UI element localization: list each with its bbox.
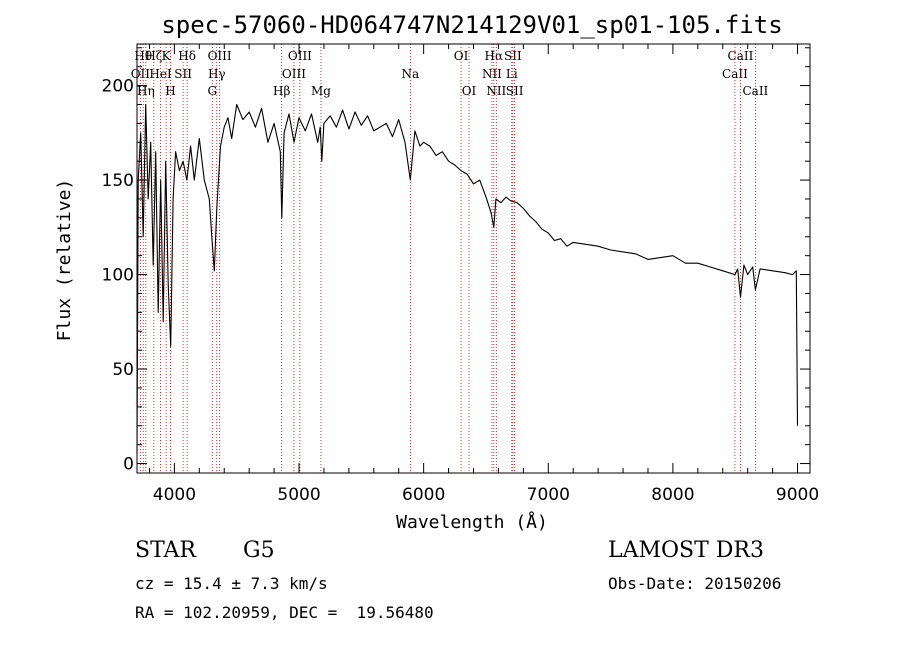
line-marker-label-6: H <box>165 84 175 98</box>
x-tick-label-5000: 5000 <box>277 485 320 505</box>
y-axis-title: Flux (relative) <box>54 179 75 342</box>
line-marker-label-26: CaII <box>728 49 754 63</box>
line-marker-label-12: Hβ <box>273 84 290 98</box>
line-marker-label-19: NII <box>482 67 502 81</box>
y-tick-label-200: 200 <box>102 77 134 97</box>
object-subclass-label: G5 <box>243 538 275 563</box>
line-marker-label-0: OII <box>131 67 151 81</box>
line-marker-label-5: K <box>162 49 172 63</box>
spectrum-series-line <box>136 103 799 455</box>
line-marker-label-18: OI <box>462 84 477 98</box>
line-marker-label-25: CaII <box>722 67 748 81</box>
line-marker-label-17: OI <box>454 49 469 63</box>
line-marker-label-13: OIII <box>282 67 306 81</box>
line-marker-label-8: Hδ <box>178 49 196 63</box>
survey-label: LAMOST DR3 <box>608 538 764 563</box>
line-marker-label-2: Hη <box>137 84 155 98</box>
object-class-label: STAR <box>135 538 196 563</box>
x-axis-title: Wavelength (Å) <box>396 511 548 533</box>
line-marker-label-4: HeI <box>149 67 172 81</box>
x-tick-label-4000: 4000 <box>153 485 196 505</box>
coordinates-label: RA = 102.20959, DEC = 19.56480 <box>135 603 434 622</box>
y-tick-label-0: 0 <box>123 455 134 475</box>
x-tick-label-9000: 9000 <box>776 485 819 505</box>
line-marker-label-14: OIII <box>288 49 312 63</box>
line-marker-label-3: Hζ <box>145 49 162 63</box>
line-marker-label-15: Mg <box>311 84 331 98</box>
line-marker-label-27: CaII <box>742 84 768 98</box>
line-marker-label-21: NII <box>486 84 506 98</box>
x-axis: 4000 5000 6000 7000 8000 9000 <box>148 44 819 505</box>
x-tick-label-7000: 7000 <box>527 485 570 505</box>
line-marker-label-20: Hα <box>485 49 504 63</box>
spectrum-chart: spec-57060-HD064747N214129V01_sp01-105.f… <box>54 11 819 533</box>
x-tick-label-6000: 6000 <box>402 485 445 505</box>
line-marker-label-23: SII <box>504 49 522 63</box>
chart-title: spec-57060-HD064747N214129V01_sp01-105.f… <box>161 11 782 39</box>
line-marker-label-22: Li <box>506 67 518 81</box>
line-marker-label-9: G <box>207 84 217 98</box>
line-marker-label-16: Na <box>401 67 419 81</box>
y-tick-label-50: 50 <box>112 360 134 380</box>
x-tick-label-8000: 8000 <box>651 485 694 505</box>
obs-date-label: Obs-Date: 20150206 <box>608 574 782 593</box>
line-marker-label-24: SII <box>506 84 524 98</box>
line-markers-layer: OII Hθ Hη Hζ HeI K H SII Hδ G Hγ OIII Hβ OIII OIII Mg Na… <box>131 44 769 473</box>
y-tick-label-150: 150 <box>102 171 134 191</box>
line-marker-label-1: Hθ <box>134 49 152 63</box>
line-marker-label-7: SII <box>174 67 192 81</box>
line-marker-label-11: OIII <box>208 49 232 63</box>
redshift-label: cz = 15.4 ± 7.3 km/s <box>135 574 328 593</box>
y-tick-label-100: 100 <box>102 266 134 286</box>
line-marker-label-10: Hγ <box>208 67 226 81</box>
y-axis: 0 50 100 150 200 <box>102 47 810 475</box>
